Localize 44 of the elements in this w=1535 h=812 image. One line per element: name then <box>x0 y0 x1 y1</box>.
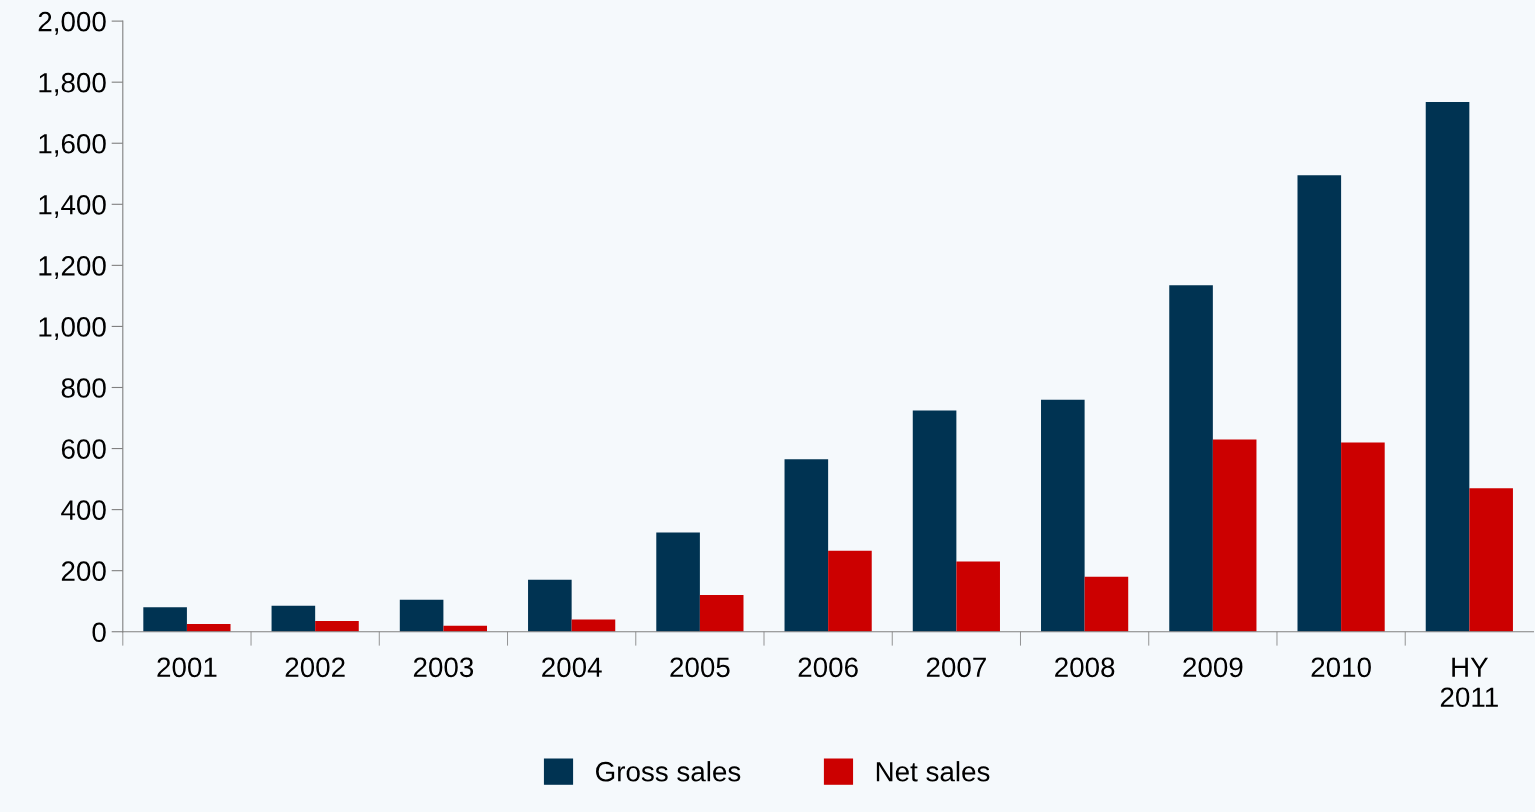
y-tick-label: 1,800 <box>39 72 106 96</box>
bar <box>1425 102 1470 632</box>
bar <box>315 621 359 632</box>
x-tick-label: 2007 <box>926 657 986 678</box>
bar <box>1169 285 1213 632</box>
y-tick-label: 1,600 <box>39 133 106 157</box>
x-tick-label: 2003 <box>413 657 474 678</box>
bar <box>528 579 572 632</box>
x-tick-label: 2009 <box>1183 657 1243 678</box>
y-tick-label: 0 <box>92 622 106 643</box>
y-tick-label: 200 <box>61 561 106 582</box>
x-tick-label: 2005 <box>670 657 730 678</box>
bar <box>912 410 957 632</box>
bar <box>828 550 872 632</box>
y-tick-label: 600 <box>61 439 106 459</box>
bar <box>1469 488 1513 632</box>
legend-label: Gross sales <box>596 761 741 782</box>
bar <box>699 595 744 632</box>
bar <box>1212 439 1257 632</box>
bar <box>656 532 700 632</box>
y-tick-label: 400 <box>61 500 106 520</box>
bar <box>1341 442 1385 632</box>
x-tick-label: 2004 <box>542 657 602 678</box>
bar <box>784 459 829 632</box>
x-tick-label: 2008 <box>1055 657 1115 678</box>
y-tick-label: 800 <box>61 378 106 398</box>
bar <box>1297 175 1342 632</box>
y-tick-label: 1,000 <box>39 317 106 341</box>
x-tick-label: HY 2011 <box>1440 657 1498 708</box>
y-tick-label: 1,200 <box>39 256 106 279</box>
bar <box>271 605 316 632</box>
y-tick-label: 2,000 <box>38 11 106 35</box>
x-tick-label: 2010 <box>1311 657 1371 678</box>
legend-label: Net sales <box>876 761 990 782</box>
bar <box>1041 399 1085 632</box>
x-tick-label: 2006 <box>798 657 858 678</box>
bar <box>143 607 187 632</box>
bar <box>186 624 231 632</box>
bar <box>1084 576 1129 632</box>
bar <box>399 599 444 632</box>
x-tick-label: 2002 <box>285 657 345 678</box>
bar <box>956 561 1000 632</box>
y-tick-label: 1,400 <box>39 194 106 218</box>
x-tick-label: 2001 <box>157 657 217 678</box>
